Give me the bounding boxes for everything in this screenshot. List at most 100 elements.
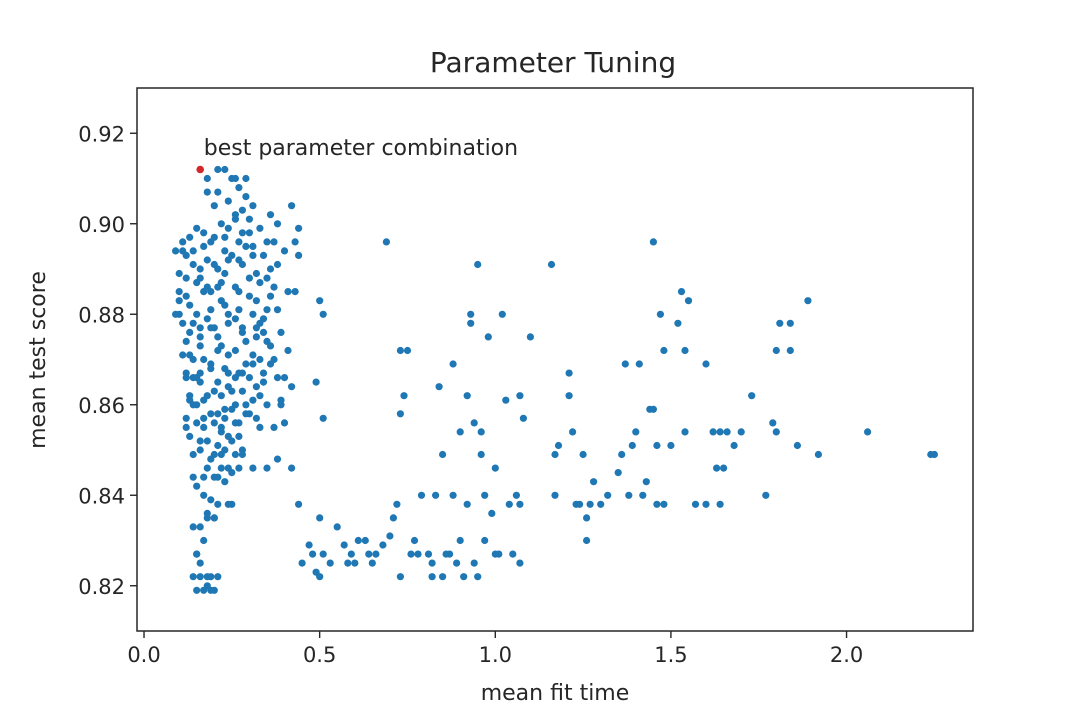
chart-title: Parameter Tuning [430, 46, 676, 79]
data-point [547, 260, 556, 269]
data-point [193, 224, 201, 232]
data-point [217, 392, 225, 400]
data-point [569, 428, 577, 436]
data-point [474, 260, 482, 269]
data-point [446, 550, 454, 558]
data-point [288, 383, 296, 391]
data-point [217, 464, 225, 472]
data-point [200, 242, 208, 250]
data-point [221, 233, 229, 241]
data-point [660, 500, 668, 508]
data-point [186, 351, 194, 359]
data-point [463, 392, 471, 400]
data-point [280, 374, 289, 382]
data-point [428, 559, 436, 567]
data-point [224, 351, 232, 359]
data-point [214, 265, 222, 273]
data-point [238, 369, 246, 377]
data-point [772, 428, 780, 436]
data-point [207, 360, 215, 368]
data-point [365, 550, 373, 558]
x-tick-label: 0.5 [303, 643, 336, 667]
data-point [245, 292, 253, 300]
data-point [256, 224, 264, 232]
data-point [242, 337, 250, 345]
data-point [270, 283, 278, 291]
data-point [224, 369, 232, 377]
x-tick-label: 0.0 [127, 643, 160, 667]
data-point [309, 550, 317, 558]
data-point [502, 396, 510, 404]
data-point [238, 387, 246, 395]
data-point [249, 242, 257, 250]
data-point [259, 251, 268, 259]
data-point [295, 251, 303, 259]
data-point [259, 328, 268, 336]
data-point [182, 251, 190, 259]
data-point [305, 541, 313, 549]
data-point [231, 174, 239, 183]
data-point [280, 247, 289, 255]
data-point [193, 419, 201, 427]
data-point [368, 559, 376, 567]
data-point [196, 342, 204, 350]
data-point [245, 374, 253, 382]
data-point [467, 319, 475, 327]
data-point [224, 319, 232, 327]
data-point [203, 315, 211, 323]
data-point [263, 306, 271, 314]
data-point [295, 500, 303, 508]
data-point [516, 392, 524, 400]
data-point [737, 428, 745, 436]
data-point [273, 455, 282, 463]
data-point [786, 319, 794, 327]
data-point [214, 188, 222, 196]
data-point [649, 405, 658, 413]
data-point [326, 559, 334, 567]
data-point [266, 211, 275, 219]
data-point [210, 419, 218, 427]
data-point [217, 423, 225, 431]
data-point [189, 401, 197, 409]
data-point [200, 491, 208, 499]
data-point [632, 428, 640, 436]
data-point [256, 279, 264, 287]
data-point [182, 423, 190, 431]
data-point [217, 342, 225, 350]
data-point [716, 428, 724, 436]
data-point [238, 450, 246, 459]
data-point [252, 297, 260, 305]
data-point [221, 269, 229, 278]
data-point [224, 500, 232, 508]
y-axis-ticks: 0.82 0.84 0.86 0.88 0.90 0.92 [78, 122, 137, 599]
data-point [196, 573, 204, 581]
data-point [214, 378, 222, 386]
data-point [182, 274, 190, 282]
data-point [583, 536, 591, 545]
data-point [379, 541, 387, 549]
data-point [214, 165, 222, 174]
data-point [252, 269, 260, 278]
data-point [252, 383, 260, 391]
data-point [488, 509, 496, 517]
data-point [776, 319, 784, 327]
data-point [189, 573, 197, 581]
data-point [238, 229, 246, 237]
data-point [231, 419, 239, 427]
data-point [263, 274, 271, 282]
data-point [210, 473, 218, 481]
data-point [228, 469, 236, 477]
data-point [235, 306, 243, 314]
x-tick-label: 2.0 [830, 643, 863, 667]
data-point [256, 355, 264, 364]
data-point [224, 197, 232, 205]
data-point [214, 573, 222, 581]
data-point [238, 328, 246, 336]
data-point [565, 392, 573, 400]
data-point [249, 396, 257, 404]
data-point [249, 310, 257, 318]
data-point [196, 523, 204, 531]
data-point [403, 346, 412, 355]
data-point [175, 297, 183, 305]
